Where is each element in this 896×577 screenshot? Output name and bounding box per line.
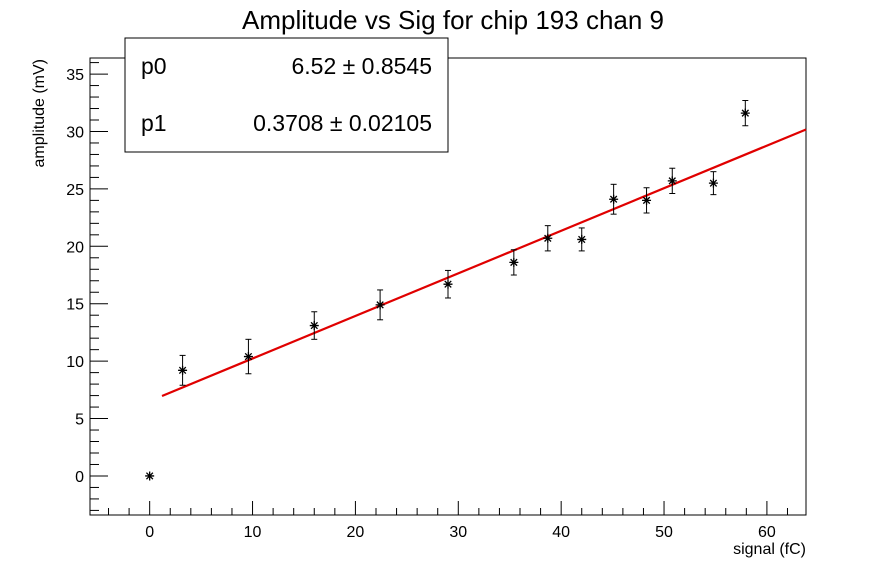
stats-param-name: p0 [141, 53, 167, 79]
star-marker [577, 234, 587, 244]
stats-param-value: 0.3708 ± 0.02105 [253, 110, 432, 136]
y-tick-label: 15 [66, 297, 84, 314]
y-tick-label: 25 [66, 182, 84, 199]
y-tick-label: 20 [66, 239, 84, 256]
star-marker [443, 279, 453, 289]
stats-box-frame [124, 37, 449, 153]
data-point [708, 171, 718, 196]
data-point [145, 471, 155, 481]
star-marker [309, 321, 319, 331]
data-point [543, 225, 553, 252]
y-tick-label: 0 [75, 469, 84, 486]
stats-param-name: p1 [141, 110, 167, 136]
data-point [375, 289, 385, 321]
x-axis-title: signal (fC) [733, 541, 806, 558]
star-marker [740, 108, 750, 118]
data-point [740, 99, 750, 127]
chart-title: Amplitude vs Sig for chip 193 chan 9 [242, 5, 664, 35]
axis-ticks: 0 10 20 30 40 50 60 0 5 10 15 20 25 30 35 [66, 62, 788, 541]
stats-param-value: 6.52 ± 0.8545 [291, 53, 432, 79]
data-point [443, 269, 453, 299]
x-tick-label: 10 [244, 524, 262, 541]
star-marker [708, 178, 718, 188]
data-point [577, 227, 587, 252]
data-points [145, 99, 750, 481]
star-marker [642, 195, 652, 205]
fit-line [161, 128, 807, 398]
data-point [667, 167, 677, 194]
data-point [309, 311, 319, 340]
star-marker [609, 194, 619, 204]
y-axis-title: amplitude (mV) [31, 59, 48, 167]
star-marker [375, 300, 385, 310]
star-marker [667, 176, 677, 186]
star-marker [243, 352, 253, 362]
data-point [509, 249, 519, 276]
star-marker [543, 233, 553, 243]
y-tick-label: 10 [66, 354, 84, 371]
data-point [178, 354, 188, 386]
x-tick-label: 20 [347, 524, 365, 541]
star-marker [145, 471, 155, 481]
data-point [609, 183, 619, 215]
fit-stats-box: p0 6.52 ± 0.8545 p1 0.3708 ± 0.02105 [124, 37, 449, 153]
star-marker [509, 257, 519, 267]
data-point [243, 338, 253, 375]
x-tick-label: 40 [552, 524, 570, 541]
x-tick-label: 50 [655, 524, 673, 541]
data-point [642, 187, 652, 214]
y-tick-label: 35 [66, 67, 84, 84]
star-marker [178, 365, 188, 375]
x-tick-label: 30 [449, 524, 467, 541]
x-tick-label: 60 [758, 524, 776, 541]
fit-layer [161, 128, 807, 398]
x-tick-label: 0 [145, 524, 154, 541]
y-tick-label: 30 [66, 124, 84, 141]
y-tick-label: 5 [75, 412, 84, 429]
